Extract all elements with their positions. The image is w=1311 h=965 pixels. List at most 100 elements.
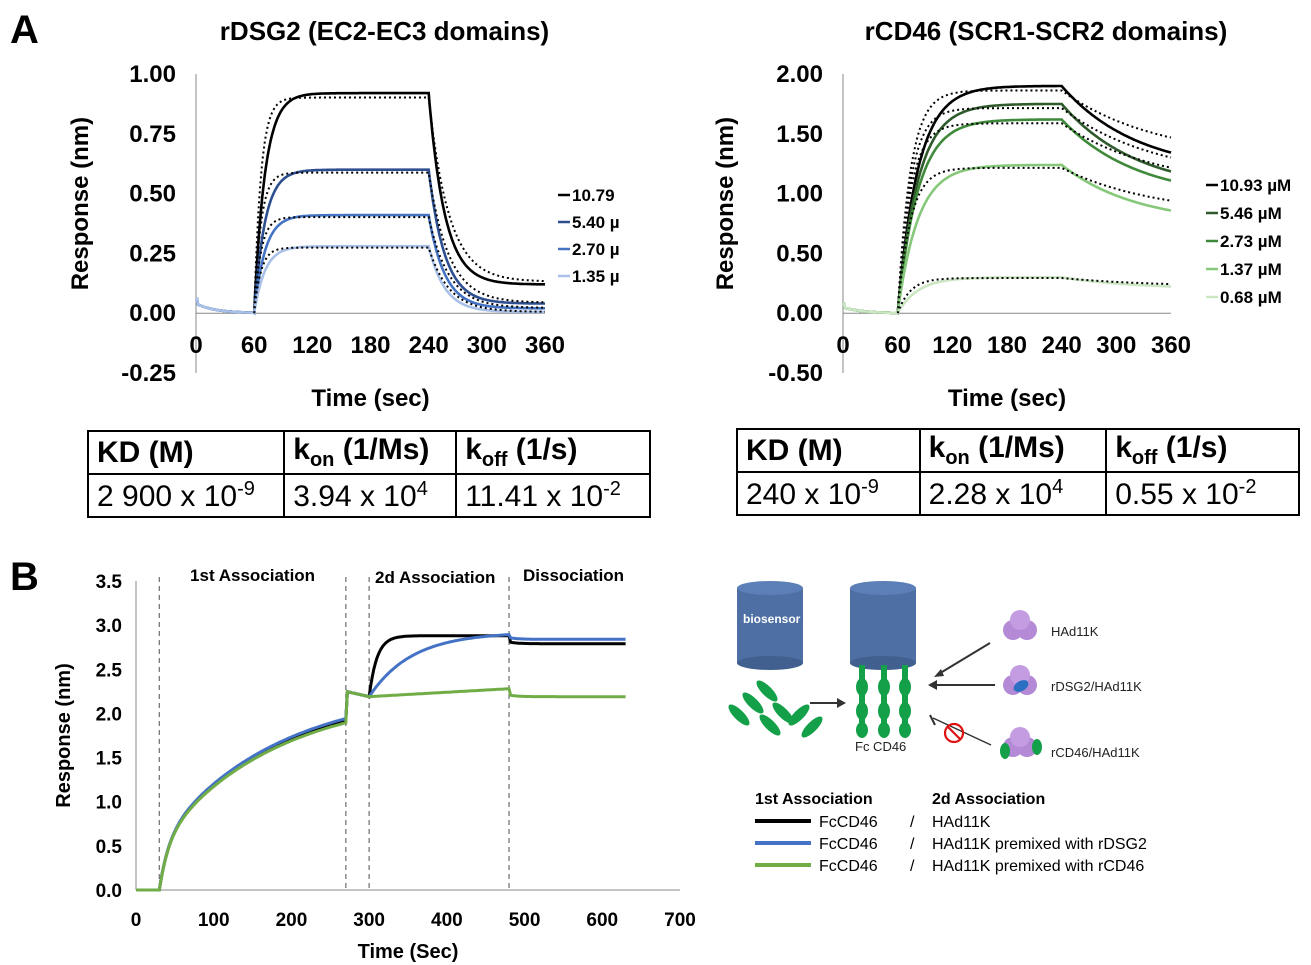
koff-header: koff (1/s) [1105, 428, 1300, 473]
table-row: 240 x 10-9 2.28 x 104 0.55 x 10-2 [736, 471, 1300, 516]
legend-separator: / [910, 836, 915, 853]
x-tick-label: 240 [409, 332, 449, 359]
phase-label: 1st Association [190, 566, 315, 585]
x-tick-label: 180 [350, 332, 390, 359]
hadk-trimer-icon [1003, 610, 1037, 640]
legend-label: HAd11K premixed with rDSG2 [932, 836, 1147, 853]
y-axis-title: Response (nm) [67, 117, 94, 290]
legend-label: FcCD46 [819, 836, 878, 853]
x-tick-label: 120 [932, 332, 972, 359]
rdsg2-hadk-label: rDSG2/HAd11K [1051, 679, 1142, 694]
legend-label: FcCD46 [819, 814, 878, 831]
biosensor-label: biosensor [743, 612, 801, 626]
y-tick-label: 3.5 [96, 572, 123, 593]
fit-line [896, 89, 1172, 314]
arrow-to-sensor-icon [810, 698, 846, 708]
kon-value: 2.28 x 104 [918, 471, 1108, 516]
x-tick-label: 60 [884, 332, 911, 359]
y-tick-label: 0.00 [776, 300, 823, 327]
arrow-rdsg2-icon [928, 680, 995, 690]
y-tick-label: 0.5 [96, 837, 123, 858]
y-tick-label: 0.50 [776, 240, 823, 267]
chart-rcd46: rCD46 (SCR1-SCR2 domains) -0.50 0.00 0.50 1.… [712, 16, 1291, 412]
fit-line [896, 277, 1171, 314]
panel-label-a: A [10, 8, 39, 52]
blocked-arrow-icon [929, 714, 992, 746]
koff-header: koff (1/s) [455, 430, 651, 475]
x-tick-label: 400 [431, 910, 463, 931]
kon-header: kon (1/Ms) [918, 428, 1108, 473]
koff-value: 0.55 x 10-2 [1105, 471, 1300, 516]
chart-rdsg2: rDSG2 (EC2-EC3 domains) -0.25 0.00 0.25 0.50… [67, 16, 620, 412]
x-tick-label: 360 [525, 332, 565, 359]
y-tick-label: 0.0 [96, 881, 122, 902]
y-tick-label: 0.75 [129, 121, 176, 148]
legend-label: 2.73 µM [1220, 232, 1282, 251]
x-tick-label: 0 [836, 332, 849, 359]
series-line [136, 633, 626, 892]
legend-label: HAd11K [932, 814, 991, 831]
fit-line [896, 107, 1172, 314]
legend-label: 2.70 µM [572, 240, 620, 259]
table-header-row: KD (M) kon (1/Ms) koff (1/s) [86, 430, 651, 475]
x-tick-label: 0 [131, 910, 142, 931]
fit-line [253, 246, 545, 314]
fit-line [253, 96, 545, 314]
y-tick-label: 2.0 [96, 704, 122, 725]
x-tick-label: 300 [467, 332, 507, 359]
legend-label: 1.35 µM [572, 267, 620, 286]
kd-header: KD (M) [86, 430, 286, 475]
legend-label: 1.37 µM [1220, 260, 1282, 279]
rcd46-hadk-complex-icon [1000, 727, 1042, 759]
phase-label: Dissociation [523, 566, 624, 585]
legend-label: HAd11K premixed with rCD46 [932, 858, 1144, 875]
x-axis-title: Time (sec) [948, 385, 1066, 412]
legend-label: 10.93 µM [1220, 176, 1291, 195]
legend-label: 5.40 µM [572, 213, 620, 232]
fit-line [896, 122, 1172, 314]
fit-line [253, 171, 546, 314]
y-tick-label: 0.25 [129, 240, 176, 267]
series-line [136, 634, 626, 892]
y-tick-label: 2.5 [96, 660, 123, 681]
series-line [136, 687, 626, 892]
y-tick-label: 0.00 [129, 300, 176, 327]
kon-value: 3.94 x 104 [283, 473, 458, 518]
y-tick-label: -0.25 [121, 360, 176, 387]
table-header-row: KD (M) kon (1/Ms) koff (1/s) [736, 428, 1300, 473]
y-tick-label: 1.00 [776, 181, 823, 208]
y-tick-label: 3.0 [96, 616, 122, 637]
kd-value: 240 x 10-9 [736, 471, 921, 516]
biosensor-right [850, 581, 916, 670]
kon-header: kon (1/Ms) [283, 430, 458, 475]
binding-schematic: biosensor Fc CD46 HAd11K rDSG2/HAd11K [728, 581, 1147, 875]
legend-separator: / [910, 858, 915, 875]
legend-label: 5.46 µM [1220, 204, 1282, 223]
x-tick-label: 200 [276, 910, 308, 931]
legend-separator: / [910, 814, 915, 831]
fit-line [253, 216, 546, 314]
legend-label: 10.79 µM [572, 186, 620, 205]
legend-header-2d: 2d Association [932, 791, 1045, 808]
fc-cd46-free-molecules [728, 680, 823, 738]
series-line [195, 91, 546, 316]
x-tick-label: 60 [241, 332, 268, 359]
legend-header-1st: 1st Association [755, 791, 873, 808]
x-tick-label: 240 [1042, 332, 1082, 359]
fc-cd46-label: Fc CD46 [855, 739, 906, 754]
arrow-hadk-icon [934, 642, 991, 677]
hadk-label: HAd11K [1051, 624, 1099, 639]
series-line [842, 163, 1172, 315]
x-tick-label: 500 [509, 910, 541, 931]
y-axis-title: Response (nm) [53, 663, 75, 807]
phase-label: 2d Association [375, 568, 495, 587]
x-tick-label: 120 [292, 332, 332, 359]
chart-title: rCD46 (SCR1-SCR2 domains) [865, 16, 1228, 46]
y-axis-title: Response (nm) [712, 117, 739, 290]
y-tick-label: 2.00 [776, 61, 823, 88]
fc-cd46-bound-chains [856, 665, 911, 738]
x-tick-label: 360 [1151, 332, 1191, 359]
y-tick-label: -0.50 [768, 360, 823, 387]
panel-label-b: B [10, 555, 39, 599]
legend-label: FcCD46 [819, 858, 878, 875]
